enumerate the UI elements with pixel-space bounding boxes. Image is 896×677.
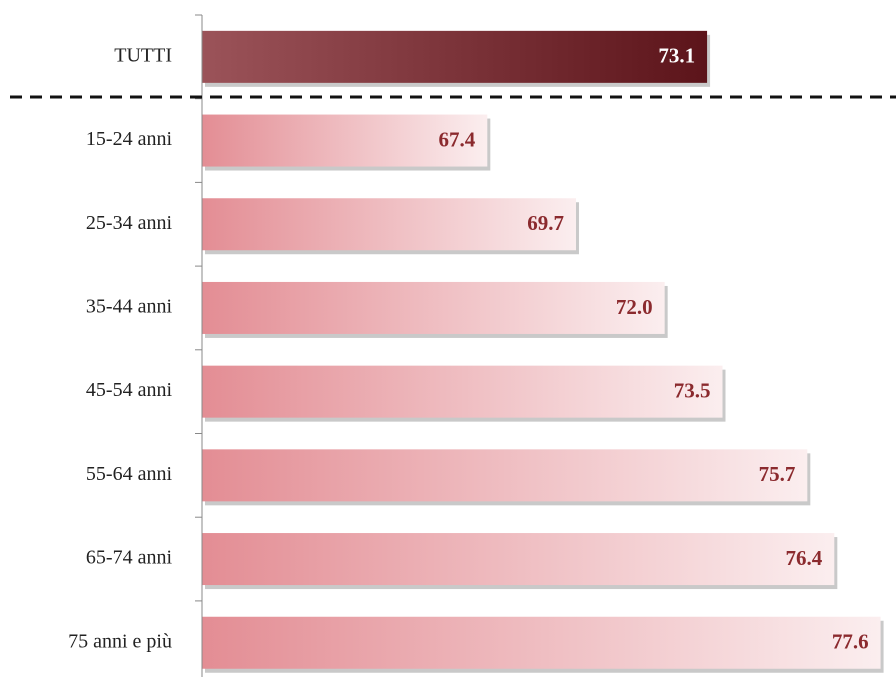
bar (202, 114, 488, 167)
category-label: 75 anni e più (68, 630, 172, 652)
value-label: 69.7 (527, 211, 564, 235)
value-label: 67.4 (439, 127, 476, 151)
bar (202, 30, 708, 83)
value-label: 77.6 (832, 630, 869, 654)
bar (202, 365, 723, 418)
category-label: 65-74 anni (86, 547, 173, 569)
value-label: 76.4 (786, 546, 823, 570)
bar (202, 533, 835, 586)
value-label: 73.5 (674, 378, 711, 402)
bar (202, 198, 576, 251)
category-label: 55-64 anni (86, 463, 173, 485)
category-label: 25-34 anni (86, 212, 173, 234)
value-label: 75.7 (759, 462, 796, 486)
category-label: 35-44 anni (86, 296, 173, 318)
bar (202, 616, 881, 669)
category-label: 15-24 anni (86, 128, 173, 150)
category-label: 45-54 anni (86, 379, 173, 401)
bar (202, 281, 665, 334)
category-label: TUTTI (114, 44, 172, 66)
bar (202, 449, 808, 502)
value-label: 72.0 (616, 295, 653, 319)
value-label: 73.1 (658, 44, 695, 68)
